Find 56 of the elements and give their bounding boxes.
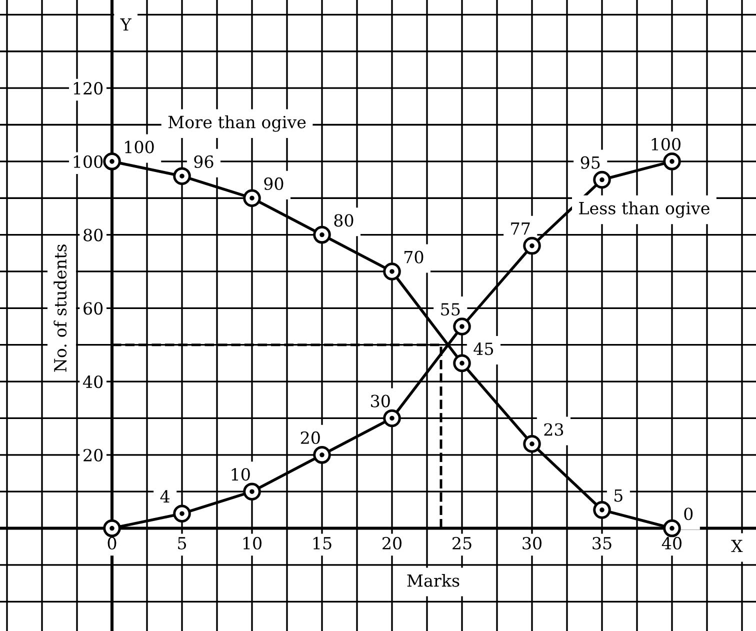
data-label: 23 xyxy=(544,423,564,436)
data-label: 80 xyxy=(334,214,354,227)
x-tick-label: 25 xyxy=(452,536,472,550)
x-tick-label: 35 xyxy=(592,536,612,550)
point xyxy=(243,482,261,500)
point xyxy=(383,262,401,280)
x-tick-label: 40 xyxy=(662,536,682,550)
data-label: 45 xyxy=(474,342,494,356)
point xyxy=(453,318,471,336)
data-label: 4 xyxy=(160,490,170,502)
y-tick-label: 100 xyxy=(74,155,103,168)
data-label: 20 xyxy=(300,431,320,444)
data-label: 70 xyxy=(404,250,424,264)
data-label: 55 xyxy=(441,303,460,316)
annotation: Y xyxy=(120,18,132,31)
y-tick-label: 120 xyxy=(74,82,103,95)
data-label: 30 xyxy=(371,394,390,408)
y-tick-label: 20 xyxy=(84,448,103,462)
point xyxy=(523,236,541,255)
data-label: 96 xyxy=(194,155,214,168)
point xyxy=(103,519,121,538)
text: More than ogive xyxy=(168,115,306,132)
annotation: X xyxy=(731,540,743,552)
point xyxy=(663,152,681,170)
data-label: 77 xyxy=(511,222,530,235)
point xyxy=(593,501,611,519)
x-tick-label: 30 xyxy=(522,536,542,550)
x-tick-label: 5 xyxy=(178,537,186,550)
point xyxy=(173,167,191,185)
data-label: 95 xyxy=(580,156,600,169)
data-label: 0 xyxy=(684,508,693,520)
point xyxy=(313,446,331,464)
y-tick-label: 60 xyxy=(84,302,103,315)
x-tick-label: 0 xyxy=(108,536,116,550)
point xyxy=(593,170,611,189)
series-label: Less than ogive xyxy=(579,202,710,218)
point xyxy=(663,519,681,538)
data-label: 10 xyxy=(232,468,250,481)
point xyxy=(103,152,121,170)
point xyxy=(313,226,331,244)
y-tick-label: 40 xyxy=(82,375,103,388)
point xyxy=(453,354,471,372)
data-label: 100 xyxy=(125,140,154,154)
point xyxy=(523,435,541,453)
data-label: 100 xyxy=(652,138,680,151)
x-tick-label: 10 xyxy=(243,536,262,550)
y-axis-title: No. of students xyxy=(54,244,67,372)
data-label: 5 xyxy=(614,489,622,502)
point xyxy=(383,409,401,428)
point xyxy=(173,504,191,522)
x-tick-label: 15 xyxy=(313,536,332,550)
y-tick-label: 80 xyxy=(84,228,103,242)
x-tick-label: 20 xyxy=(382,536,402,550)
point xyxy=(243,189,261,207)
data-label: 90 xyxy=(264,177,284,190)
x-axis-title: Marks xyxy=(407,574,460,587)
